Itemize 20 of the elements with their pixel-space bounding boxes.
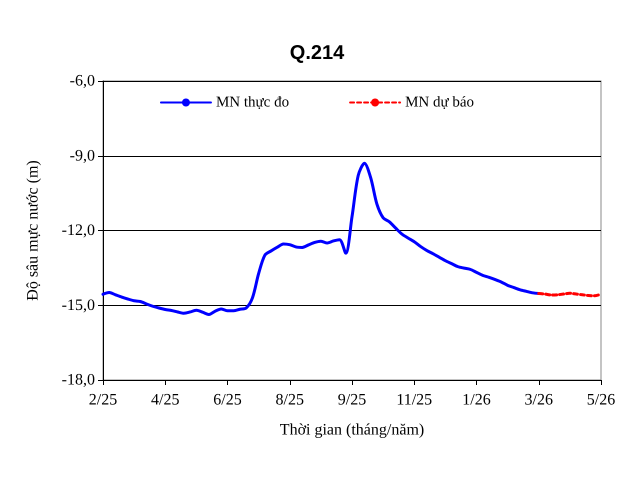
x-tick-label: 6/25 [213,392,242,408]
x-tick-label: 5/26 [586,392,616,408]
y-tick-label: -18,0 [62,372,95,388]
legend-label: MN thực đo [216,94,290,110]
x-tick-label: 9/25 [338,392,366,408]
chart-title: Q.214 [290,42,346,64]
legend-label: MN dự báo [405,94,474,110]
x-axis-title: Thời gian (tháng/năm) [280,422,424,438]
line-series [102,162,540,316]
y-tick-label: -9,0 [70,147,95,164]
y-tick-label: -15,0 [62,296,95,314]
x-tick-label: 1/26 [462,392,491,408]
x-tick-label: 8/25 [276,392,304,408]
y-axis-title: Độ sâu mực nước (m) [24,160,42,301]
y-tick-label: -6,0 [70,72,95,90]
y-tick-label: -12,0 [62,222,95,239]
x-tick-label: 4/25 [151,392,180,408]
x-tick-label: 11/25 [396,392,432,408]
x-tick-label: 2/25 [88,392,118,408]
x-tick-label: 3/26 [524,392,553,408]
